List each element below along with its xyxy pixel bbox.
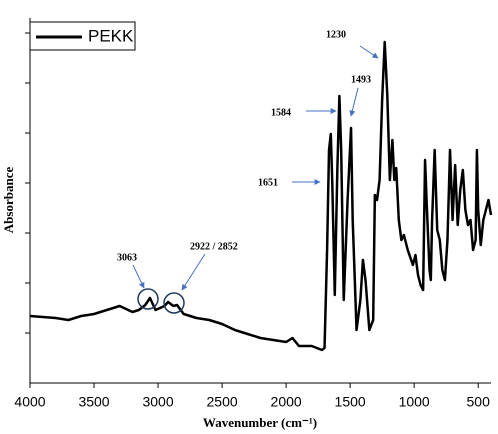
arrow [132,264,145,289]
annotation: 2922 / 2852 [190,241,238,252]
annotation-arrows [132,45,379,291]
peak-circle [163,292,185,314]
annotation: 1651 [258,177,278,188]
y-axis-label: Absorbance [1,167,16,234]
legend-label: PEKK [88,26,134,45]
arrow [349,87,359,117]
annotation: 1230 [326,29,346,40]
x-tick-label: 3500 [78,394,109,410]
peak-circle [137,288,159,310]
legend: PEKK [29,21,136,51]
arrow [359,45,379,59]
annotation: 1584 [271,107,291,118]
x-tick-label: 500 [467,394,491,410]
x-tick-label: 2500 [207,394,238,410]
plot-area: 4000 3500 3000 2500 2000 1500 1000 500 [14,18,493,410]
annotation: 1493 [351,74,371,85]
x-tick-label: 4000 [14,394,45,410]
spectrum-line [29,40,493,352]
x-tick-label: 3000 [142,394,173,410]
arrow [181,253,206,291]
x-tick-label: 2000 [271,394,302,410]
x-tick-label: 1000 [399,394,430,410]
x-tick-label: 1500 [335,394,366,410]
annotation: 3063 [117,252,137,263]
x-axis-label: Wavenumber (cm⁻¹) [203,415,317,430]
